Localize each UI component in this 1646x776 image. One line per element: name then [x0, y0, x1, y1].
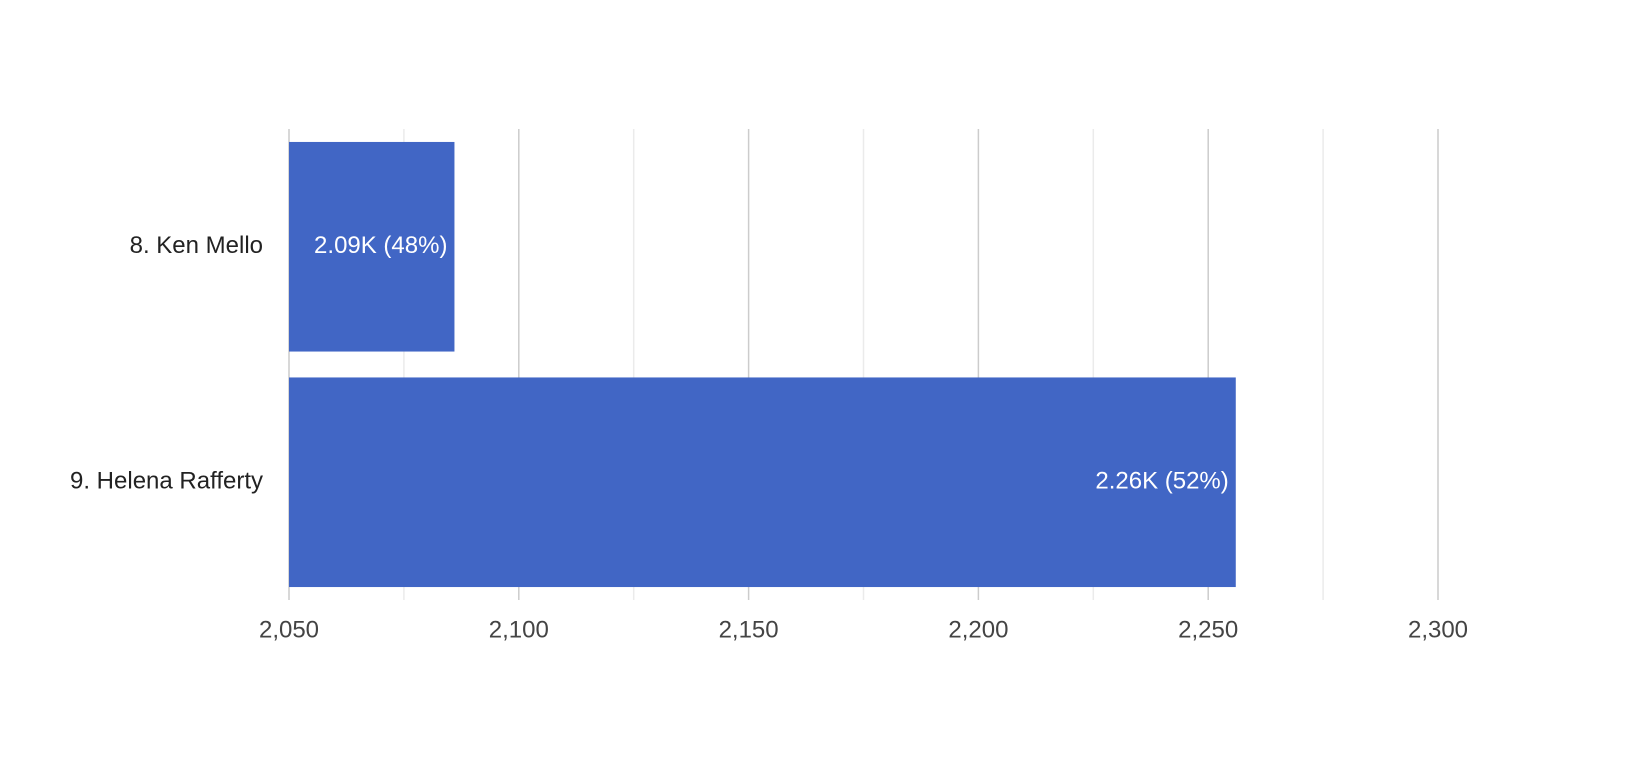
- x-tick-label: 2,050: [259, 616, 319, 643]
- bar: [289, 377, 1236, 588]
- x-tick-label: 2,200: [948, 616, 1008, 643]
- y-tick-label: 8. Ken Mello: [130, 232, 263, 259]
- x-tick-label: 2,100: [489, 616, 549, 643]
- data-label: 2.26K (52%): [1095, 468, 1228, 495]
- x-tick-label: 2,150: [719, 616, 779, 643]
- x-tick-label: 2,250: [1178, 616, 1238, 643]
- x-tick-label: 2,300: [1408, 616, 1468, 643]
- data-label: 2.09K (48%): [314, 232, 447, 259]
- y-tick-label: 9. Helena Rafferty: [70, 468, 263, 495]
- bar: [289, 141, 455, 352]
